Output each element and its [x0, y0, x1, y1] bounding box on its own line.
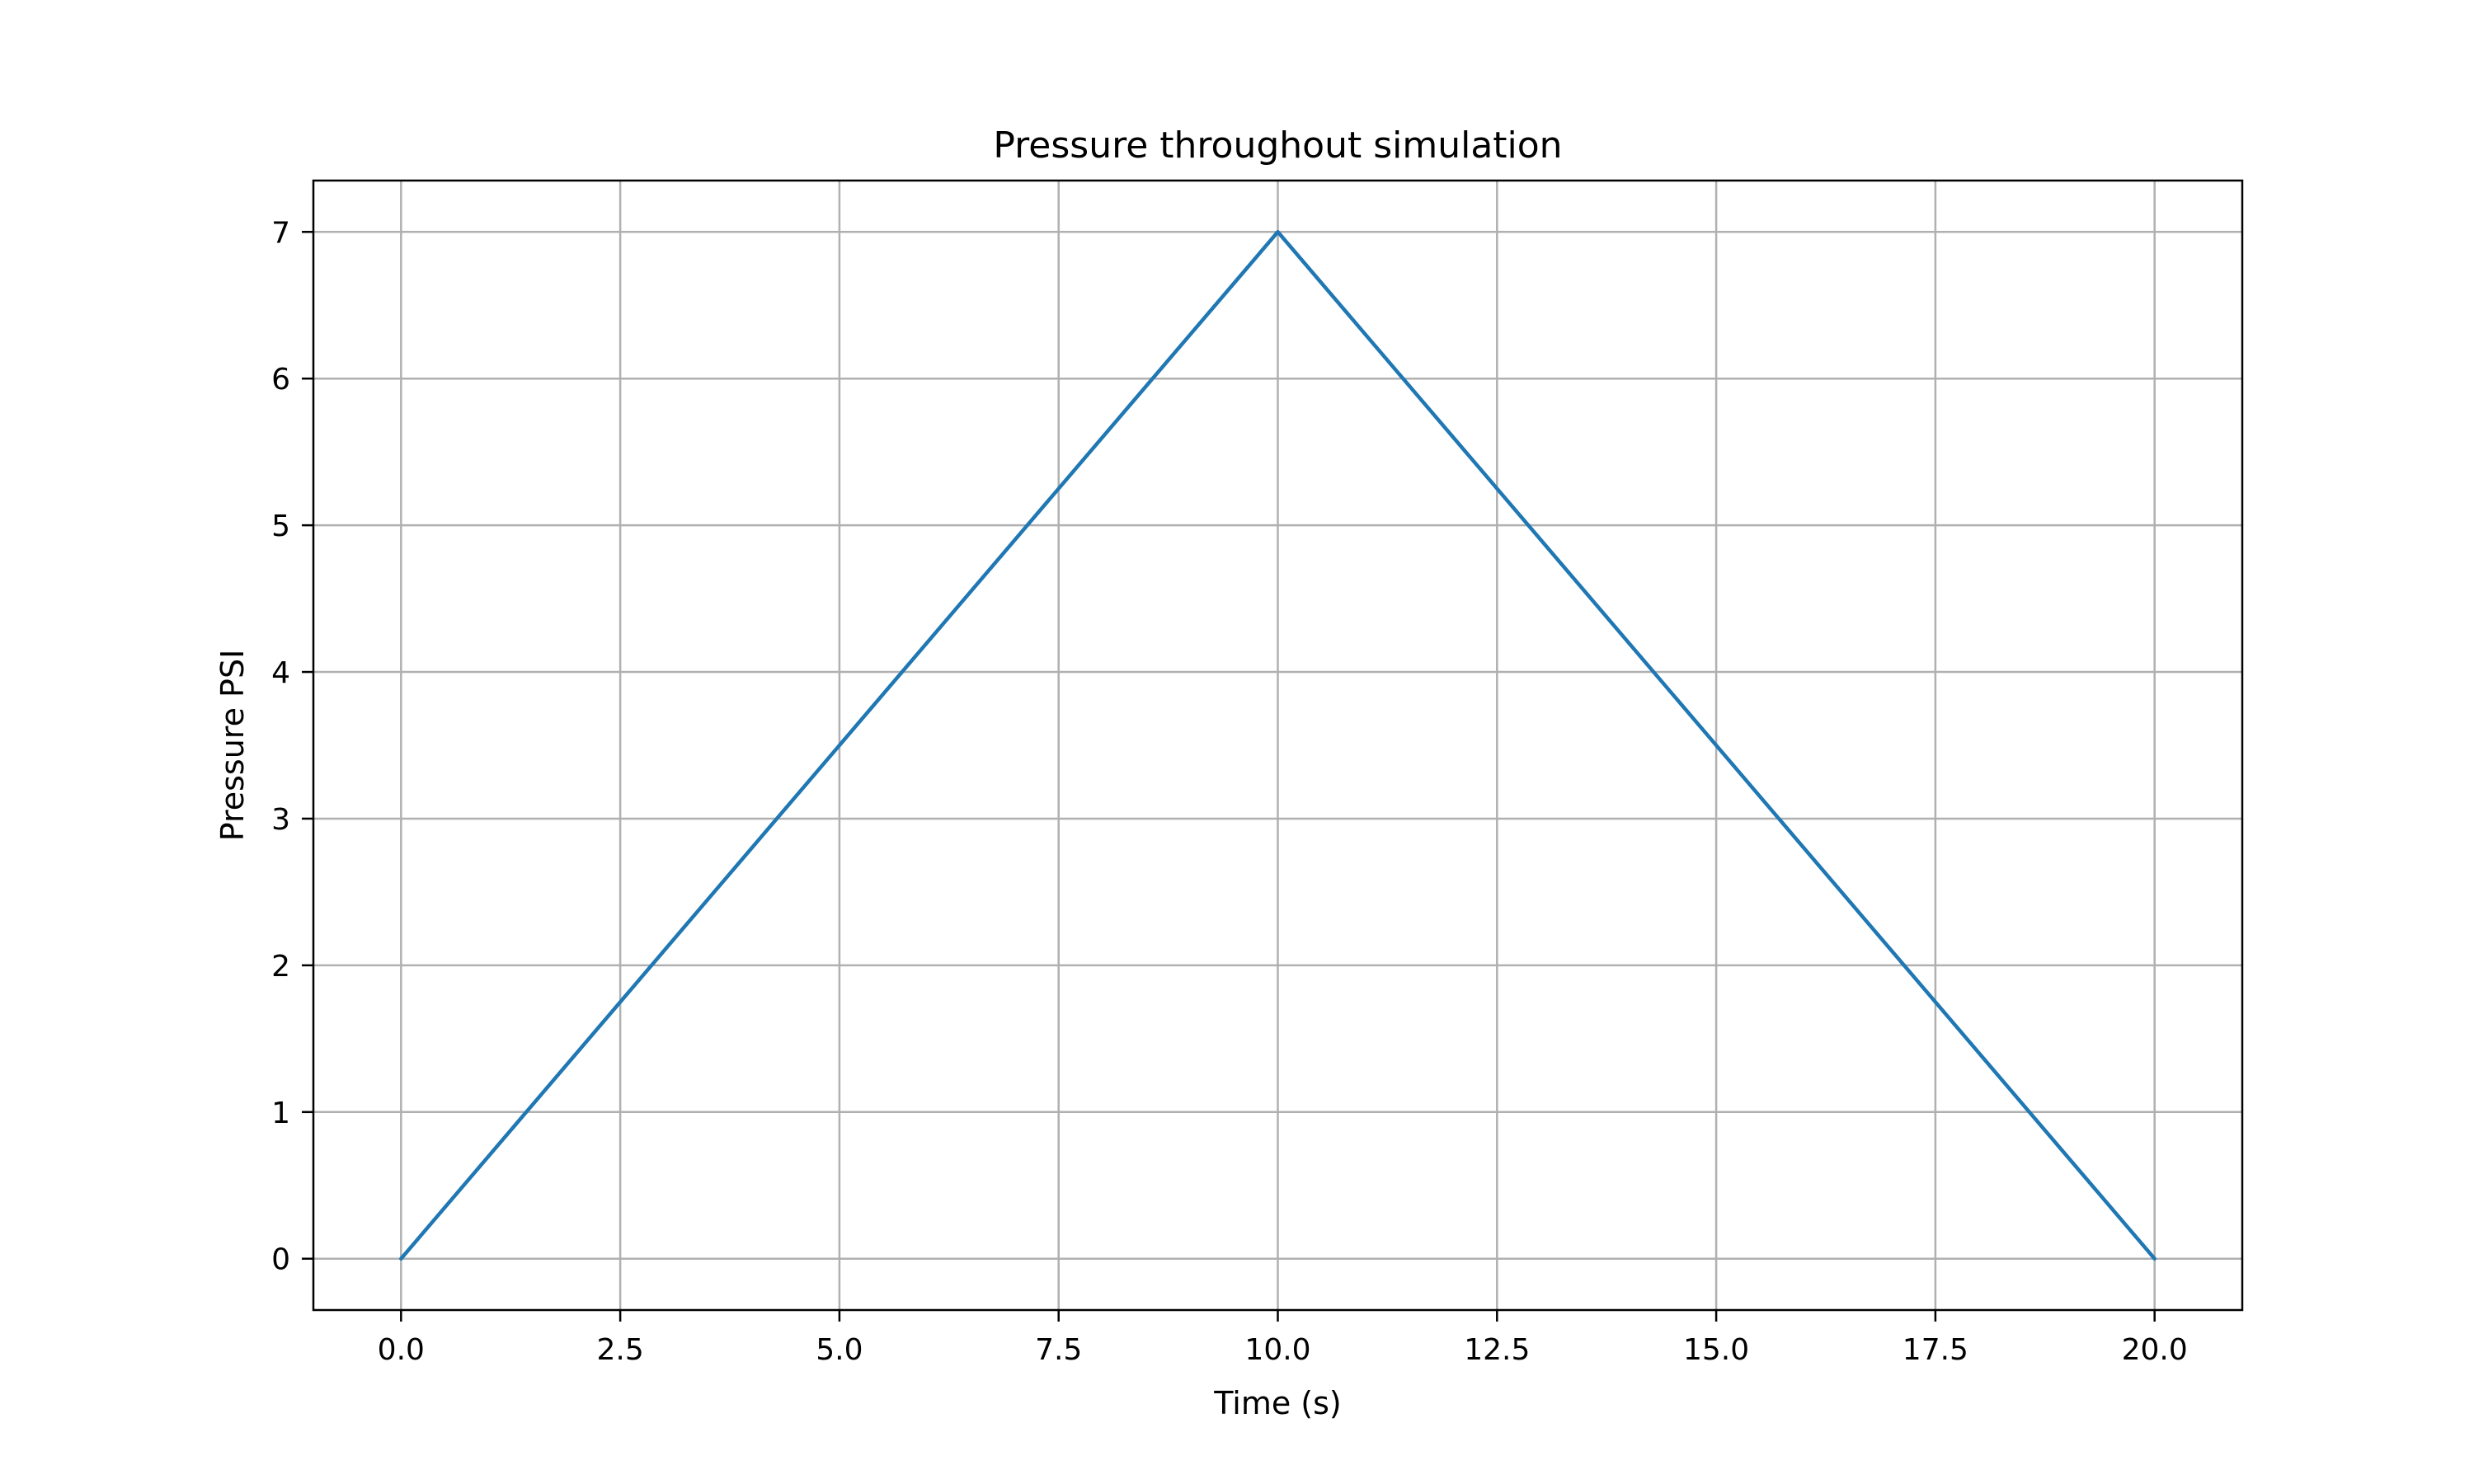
x-tick-label: 7.5 — [1035, 1333, 1082, 1367]
pressure-series-line — [399, 230, 2157, 1261]
y-tick-label: 5 — [271, 510, 290, 543]
y-tick-label: 6 — [271, 363, 290, 397]
x-tick-label: 10.0 — [1244, 1333, 1310, 1367]
y-tick-label: 0 — [271, 1243, 290, 1277]
y-tick-label: 3 — [271, 803, 290, 837]
x-tick-label: 20.0 — [2122, 1333, 2188, 1367]
x-tick-label: 15.0 — [1683, 1333, 1749, 1367]
ticks: 0.0 2.5 5.0 7.5 10.0 12.5 15.0 17.5 20.0 0 1 2 3 4 5 6 7 — [271, 216, 2188, 1367]
x-tick-label: 2.5 — [596, 1333, 643, 1367]
x-tick-label: 12.5 — [1464, 1333, 1530, 1367]
x-tick-label: 5.0 — [816, 1333, 863, 1367]
x-axis-label: Time (s) — [1213, 1385, 1342, 1421]
y-tick-label: 4 — [271, 656, 290, 690]
y-tick-label: 2 — [271, 950, 290, 984]
x-tick-label: 17.5 — [1903, 1333, 1968, 1367]
y-tick-label: 7 — [271, 216, 290, 250]
y-axis-label: Pressure PSI — [214, 650, 251, 842]
x-tick-label: 0.0 — [378, 1333, 425, 1367]
chart-title: Pressure throughout simulation — [993, 124, 1562, 167]
y-tick-label: 1 — [271, 1097, 290, 1130]
series-layer — [399, 230, 2157, 1261]
